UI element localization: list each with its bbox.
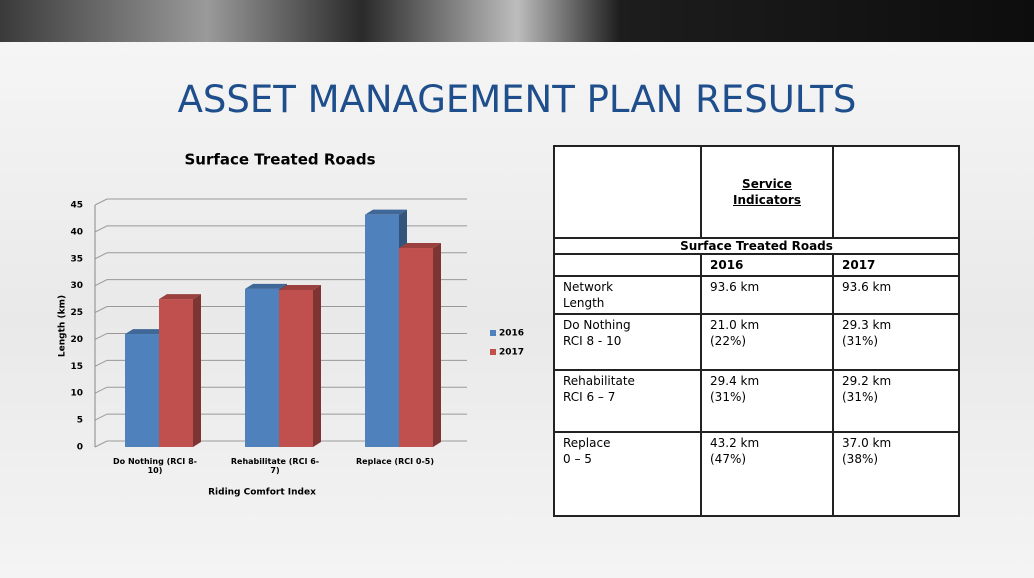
cell: 43.2 km (47%) (700, 431, 834, 517)
legend-swatch (490, 330, 496, 336)
y-tick-label: 25 (70, 308, 83, 318)
bar (279, 284, 321, 447)
y-axis-label: Length (km) (58, 295, 68, 357)
bar-top (365, 209, 407, 215)
grid-line (94, 440, 467, 448)
y-tick-label: 30 (70, 281, 83, 291)
bar (159, 294, 201, 447)
y-tick-label: 35 (70, 254, 83, 264)
cell: 93.6 km (700, 275, 834, 315)
grid-line (94, 332, 467, 340)
results-table: Service Indicators Surface Treated Roads… (553, 145, 960, 517)
cell: Do Nothing RCI 8 - 10 (553, 313, 702, 371)
bar-front (245, 288, 279, 447)
x-tick-label: Rehabilitate (RCI 6-7) (230, 457, 320, 475)
cell: 37.0 km (38%) (832, 431, 960, 517)
bar-top (279, 284, 321, 290)
grid-line (94, 413, 467, 421)
banner (0, 0, 1034, 42)
cell: 29.2 km (31%) (832, 369, 960, 433)
bar (399, 243, 441, 447)
cell: Rehabilitate RCI 6 – 7 (553, 369, 702, 433)
header: Service Indicators (700, 145, 834, 239)
y-tick-label: 40 (70, 227, 83, 237)
subheader: Surface Treated Roads (553, 237, 960, 255)
grid-line (94, 279, 467, 287)
bar-top (125, 329, 167, 335)
bar-front (365, 214, 399, 447)
y-tick-label: 5 (77, 416, 83, 426)
grid-line (94, 359, 467, 367)
bar-top (399, 243, 441, 249)
cell (832, 145, 960, 239)
year: 2017 (832, 253, 960, 277)
cell: 29.3 km (31%) (832, 313, 960, 371)
legend-swatch (490, 349, 496, 355)
bar-side (193, 294, 201, 447)
bar-front (125, 334, 159, 447)
cell: 21.0 km (22%) (700, 313, 834, 371)
bar-front (159, 299, 193, 447)
slide-title: ASSET MANAGEMENT PLAN RESULTS (177, 78, 857, 121)
cell: Replace 0 – 5 (553, 431, 702, 517)
grid-line (94, 386, 467, 394)
x-tick-label: Replace (RCI 0-5) (356, 457, 434, 466)
cell: Network Length (553, 275, 702, 315)
legend-label: 2017 (499, 348, 524, 358)
cell (553, 253, 702, 277)
y-tick-label: 15 (70, 362, 83, 372)
cell: 29.4 km (31%) (700, 369, 834, 433)
chart-title: Surface Treated Roads (184, 151, 375, 169)
y-tick-label: 0 (77, 443, 83, 453)
bar-front (279, 289, 313, 447)
bar-top (245, 283, 287, 289)
cell: 93.6 km (832, 275, 960, 315)
y-tick-label: 45 (70, 201, 83, 211)
grid-line (94, 225, 467, 233)
y-tick-label: 10 (70, 389, 83, 399)
grid-line (94, 252, 467, 260)
year: 2016 (700, 253, 834, 277)
y-tick-label: 20 (70, 335, 83, 345)
cell (553, 145, 702, 239)
bar-front (399, 248, 433, 447)
grid-line (94, 198, 467, 206)
legend-label: 2016 (499, 329, 524, 339)
bar-side (313, 284, 321, 447)
grid-line (94, 306, 467, 314)
x-tick-label: Do Nothing (RCI 8-10) (113, 457, 197, 475)
bar-top (159, 294, 201, 300)
x-axis-label: Riding Comfort Index (208, 488, 316, 498)
bar-side (433, 243, 441, 447)
